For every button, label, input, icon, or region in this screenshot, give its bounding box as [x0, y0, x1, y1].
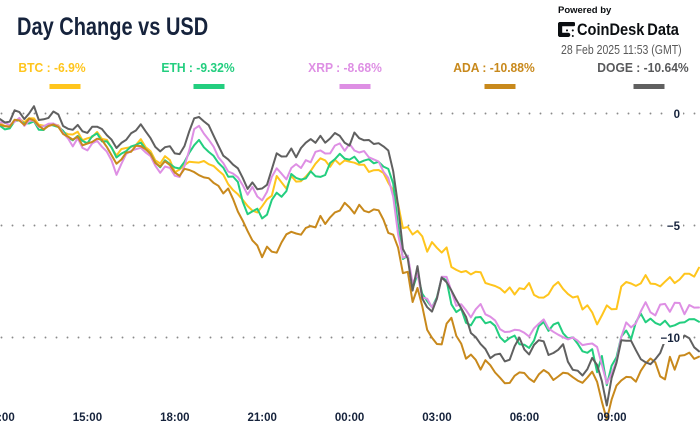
svg-text:06:00: 06:00: [510, 412, 539, 424]
svg-text:18:00: 18:00: [160, 412, 189, 424]
svg-text:09:00: 09:00: [597, 412, 626, 424]
svg-text:03:00: 03:00: [422, 412, 451, 424]
svg-text:0: 0: [674, 109, 680, 121]
svg-text:−10: −10: [660, 333, 680, 345]
svg-text:12:00: 12:00: [0, 412, 15, 424]
svg-text:00:00: 00:00: [335, 412, 364, 424]
svg-text:−5: −5: [667, 221, 681, 233]
svg-text:21:00: 21:00: [247, 412, 276, 424]
svg-text:15:00: 15:00: [73, 412, 102, 424]
